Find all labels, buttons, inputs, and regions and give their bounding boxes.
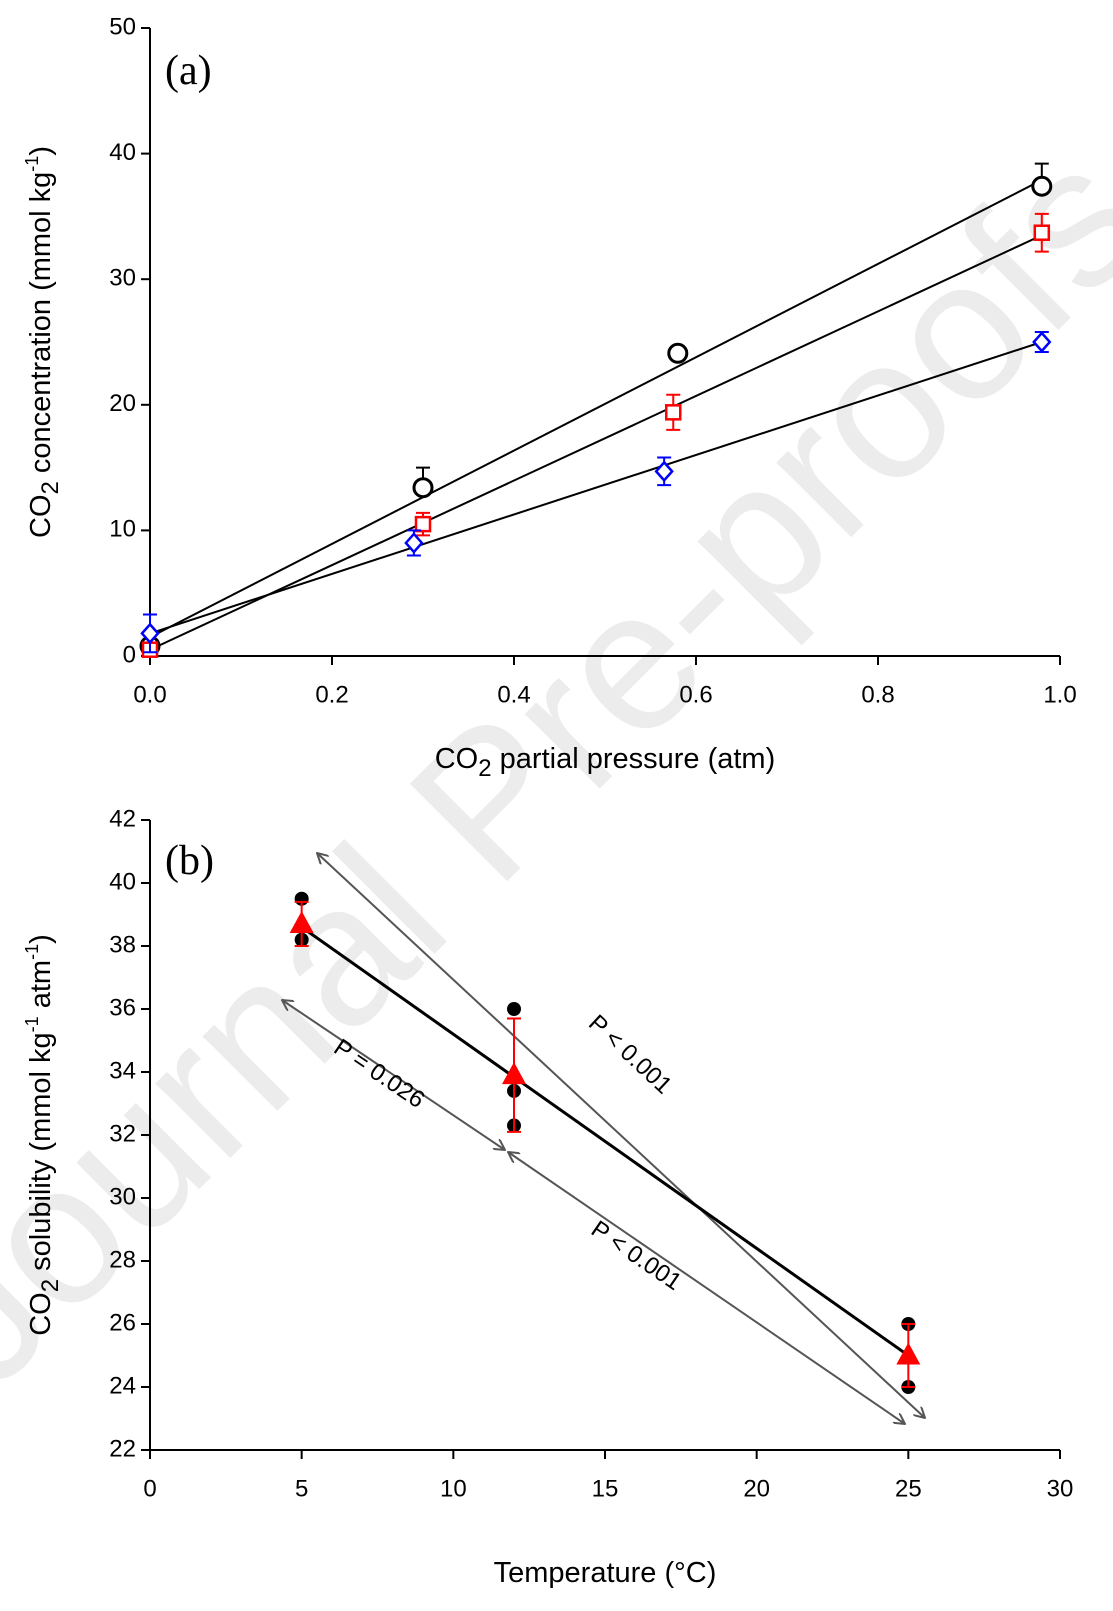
marker bbox=[665, 404, 682, 421]
marker bbox=[896, 1342, 921, 1365]
panel-label: (b) bbox=[165, 838, 214, 884]
marker bbox=[654, 460, 674, 483]
x-tick-label: 5 bbox=[295, 1475, 308, 1502]
y-tick-label: 40 bbox=[109, 868, 136, 895]
y-tick-label: 40 bbox=[109, 139, 136, 166]
x-tick-label: 25 bbox=[895, 1475, 922, 1502]
marker bbox=[1033, 224, 1051, 241]
fit-line bbox=[300, 925, 910, 1357]
x-tick-label: 0.6 bbox=[679, 681, 712, 708]
x-tick-label: 0 bbox=[143, 1475, 156, 1502]
marker bbox=[140, 622, 160, 645]
x-axis-title: Temperature (°C) bbox=[494, 1557, 717, 1589]
fit-line bbox=[149, 179, 1043, 639]
marker bbox=[289, 910, 314, 933]
y-tick-label: 30 bbox=[109, 265, 136, 292]
annotation: P < 0.001 bbox=[586, 1216, 686, 1296]
y-tick-label: 38 bbox=[109, 931, 136, 958]
y-tick-label: 42 bbox=[109, 805, 136, 832]
arrow bbox=[508, 1152, 905, 1424]
y-tick-label: 22 bbox=[109, 1435, 136, 1462]
marker bbox=[502, 1062, 526, 1085]
arrow bbox=[282, 1000, 505, 1150]
marker bbox=[404, 532, 424, 554]
x-tick-label: 0.8 bbox=[861, 681, 894, 708]
y-tick-label: 36 bbox=[109, 994, 136, 1021]
x-tick-label: 15 bbox=[592, 1475, 619, 1502]
annotation: P < 0.001 bbox=[583, 1010, 677, 1100]
fit-line bbox=[149, 341, 1043, 635]
x-tick-label: 30 bbox=[1047, 1475, 1074, 1502]
marker bbox=[414, 515, 432, 533]
y-axis-title: CO2 solubility (mmol kg-1 atm-1) bbox=[22, 934, 64, 1336]
y-tick-label: 20 bbox=[109, 390, 136, 417]
x-tick-label: 0.2 bbox=[315, 681, 348, 708]
y-tick-label: 26 bbox=[109, 1309, 136, 1336]
x-tick-label: 0.4 bbox=[497, 681, 530, 708]
y-tick-label: 32 bbox=[109, 1120, 136, 1147]
panel-label: (a) bbox=[165, 48, 212, 94]
y-tick-label: 34 bbox=[109, 1057, 136, 1084]
y-tick-label: 10 bbox=[109, 516, 136, 543]
y-axis-title: CO2 concentration (mmol kg-1) bbox=[22, 146, 64, 538]
y-tick-label: 50 bbox=[109, 13, 136, 40]
fit-line bbox=[149, 234, 1043, 651]
x-axis-title: CO2 partial pressure (atm) bbox=[435, 743, 776, 782]
x-tick-label: 1.0 bbox=[1043, 681, 1076, 708]
x-tick-label: 10 bbox=[440, 1475, 467, 1502]
marker bbox=[412, 477, 434, 499]
y-tick-label: 0 bbox=[123, 641, 136, 668]
marker bbox=[667, 342, 689, 364]
marker bbox=[1031, 175, 1053, 197]
arrow bbox=[317, 853, 925, 1418]
x-tick-label: 0.0 bbox=[133, 681, 166, 708]
y-tick-label: 30 bbox=[109, 1183, 136, 1210]
x-tick-label: 20 bbox=[743, 1475, 770, 1502]
y-tick-label: 24 bbox=[109, 1372, 136, 1399]
y-tick-label: 28 bbox=[109, 1246, 136, 1273]
marker bbox=[507, 1002, 521, 1016]
marker bbox=[1032, 331, 1052, 353]
